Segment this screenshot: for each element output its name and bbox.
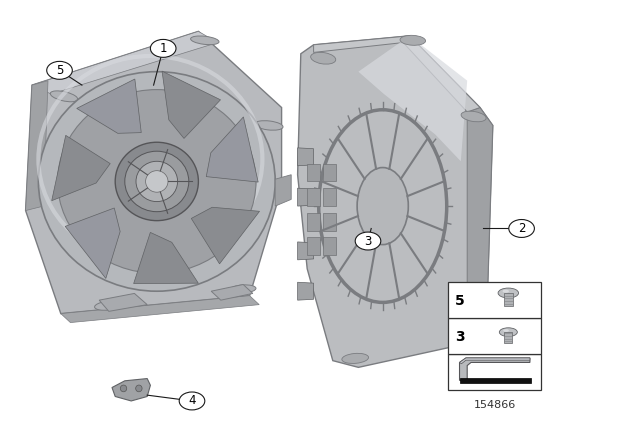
FancyBboxPatch shape xyxy=(323,188,336,206)
Polygon shape xyxy=(26,31,282,314)
Text: 4: 4 xyxy=(188,394,196,408)
Circle shape xyxy=(47,61,72,79)
Polygon shape xyxy=(26,81,48,211)
Ellipse shape xyxy=(120,385,127,392)
Polygon shape xyxy=(211,284,253,300)
Ellipse shape xyxy=(310,52,336,64)
Polygon shape xyxy=(99,293,147,311)
Text: 2: 2 xyxy=(518,222,525,235)
Ellipse shape xyxy=(461,111,486,122)
Polygon shape xyxy=(460,358,530,364)
Ellipse shape xyxy=(38,72,275,291)
Ellipse shape xyxy=(115,142,198,221)
FancyBboxPatch shape xyxy=(323,237,336,255)
Ellipse shape xyxy=(95,301,123,310)
Circle shape xyxy=(355,232,381,250)
Ellipse shape xyxy=(51,91,77,102)
Ellipse shape xyxy=(255,121,283,130)
Polygon shape xyxy=(460,358,530,380)
Ellipse shape xyxy=(342,353,369,363)
FancyBboxPatch shape xyxy=(307,188,320,206)
FancyBboxPatch shape xyxy=(323,213,336,231)
FancyBboxPatch shape xyxy=(323,164,336,181)
Ellipse shape xyxy=(357,168,408,245)
Ellipse shape xyxy=(136,385,142,392)
Ellipse shape xyxy=(503,329,509,332)
FancyBboxPatch shape xyxy=(460,378,531,383)
FancyBboxPatch shape xyxy=(504,332,512,343)
Ellipse shape xyxy=(125,151,189,212)
Ellipse shape xyxy=(230,285,256,293)
Polygon shape xyxy=(454,108,493,345)
Ellipse shape xyxy=(58,90,256,273)
Ellipse shape xyxy=(191,36,219,45)
Ellipse shape xyxy=(461,313,486,323)
Text: 3: 3 xyxy=(454,330,465,344)
Polygon shape xyxy=(275,175,291,206)
FancyBboxPatch shape xyxy=(504,293,513,306)
Polygon shape xyxy=(77,79,141,134)
Ellipse shape xyxy=(400,35,426,45)
Polygon shape xyxy=(298,188,314,206)
Circle shape xyxy=(179,392,205,410)
Circle shape xyxy=(509,220,534,237)
Polygon shape xyxy=(65,208,120,279)
Text: 5: 5 xyxy=(56,64,63,77)
Ellipse shape xyxy=(146,171,168,192)
Polygon shape xyxy=(112,379,150,401)
FancyBboxPatch shape xyxy=(307,237,320,255)
Polygon shape xyxy=(134,233,198,284)
Polygon shape xyxy=(298,148,314,166)
FancyBboxPatch shape xyxy=(448,354,541,390)
Text: 154866: 154866 xyxy=(474,401,516,410)
Polygon shape xyxy=(61,296,259,323)
Ellipse shape xyxy=(136,161,178,202)
FancyBboxPatch shape xyxy=(448,318,541,354)
Ellipse shape xyxy=(499,328,517,336)
Text: 1: 1 xyxy=(159,42,167,55)
FancyBboxPatch shape xyxy=(307,164,320,181)
Polygon shape xyxy=(162,71,221,138)
Polygon shape xyxy=(52,135,110,201)
Ellipse shape xyxy=(498,288,518,298)
Polygon shape xyxy=(298,36,493,367)
Polygon shape xyxy=(298,282,314,300)
FancyBboxPatch shape xyxy=(307,213,320,231)
Ellipse shape xyxy=(502,289,509,293)
Polygon shape xyxy=(298,242,314,260)
Polygon shape xyxy=(32,31,218,94)
Polygon shape xyxy=(206,117,258,182)
Text: 5: 5 xyxy=(454,294,465,308)
Polygon shape xyxy=(314,36,480,112)
Polygon shape xyxy=(358,36,467,161)
Circle shape xyxy=(150,39,176,57)
FancyBboxPatch shape xyxy=(448,282,541,318)
Text: 3: 3 xyxy=(364,234,372,248)
Polygon shape xyxy=(191,207,260,264)
